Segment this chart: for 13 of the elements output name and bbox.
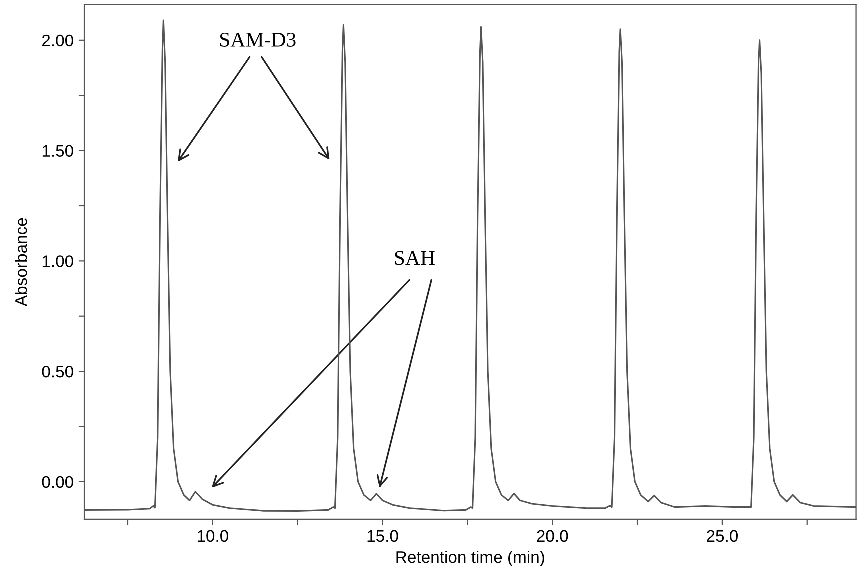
y-axis-title: Absorbance: [15, 218, 28, 306]
y-tick-label: 0.50: [42, 366, 74, 378]
x-tick-label: 10.0: [198, 530, 228, 542]
x-tick-label: 15.0: [368, 530, 398, 542]
y-tick-label: 2.00: [42, 34, 74, 47]
y-tick-label: 0.00: [42, 476, 74, 488]
x-tick-label: 25.0: [707, 530, 738, 542]
x-tick-label: 20.0: [537, 530, 568, 542]
annotation: SAH: [395, 251, 435, 266]
annotation: SAM-D3: [220, 32, 296, 47]
x-axis-title: Retention time (min): [396, 550, 544, 566]
y-tick-label: 1.50: [42, 145, 74, 158]
y-tick-label: 1.00: [42, 256, 74, 268]
